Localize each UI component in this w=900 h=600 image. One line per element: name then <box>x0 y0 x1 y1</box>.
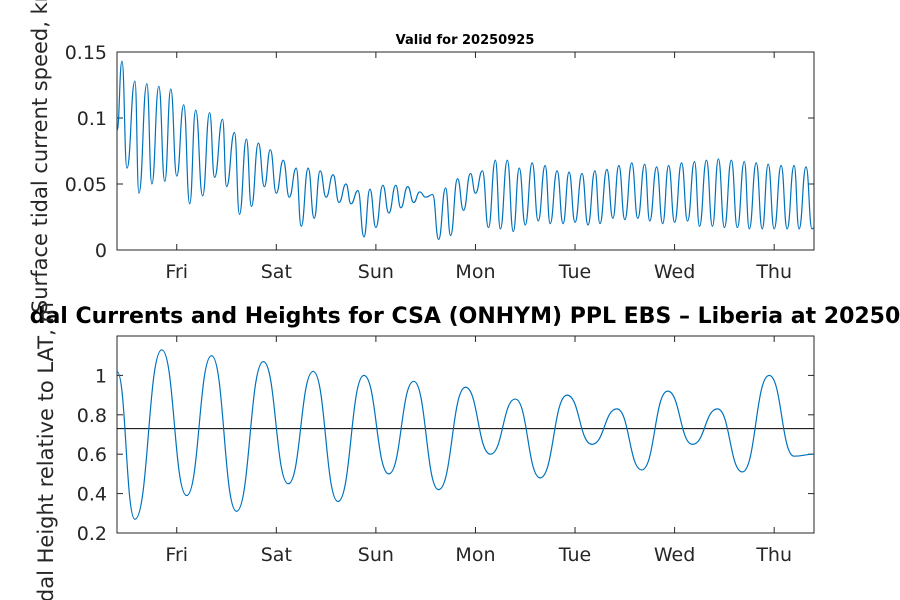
x-ticks-height: Fri Sat Sun Mon Tue Wed Thu <box>165 336 792 566</box>
y-axis-label-height: idal Height relative to LAT, m <box>34 302 58 600</box>
x-tick-label: Sun <box>358 261 394 283</box>
x-ticks-current: Fri Sat Sun Mon Tue Wed Thu <box>165 52 792 283</box>
y-ticks-height: 0.2 0.4 0.6 0.8 1 <box>77 365 814 545</box>
y-tick-label: 0.2 <box>77 523 107 545</box>
x-tick-label: Thu <box>755 544 792 566</box>
y-tick-label: 0.1 <box>77 108 107 130</box>
x-tick-label: Sat <box>261 544 292 566</box>
x-tick-label: Fri <box>165 544 188 566</box>
y-tick-label: 0.4 <box>77 484 107 506</box>
x-tick-label: Tue <box>558 261 591 283</box>
x-tick-label: Sun <box>358 544 394 566</box>
panel-tidal-height: dal Currents and Heights for CSA (ONHYM)… <box>30 302 900 600</box>
x-tick-label: Wed <box>654 544 695 566</box>
tidal-height-line <box>116 349 815 520</box>
x-tick-label: Thu <box>755 261 792 283</box>
current-speed-line <box>116 60 815 241</box>
chart-title-current: Valid for 20250925 <box>396 33 535 48</box>
panel-current-speed: Valid for 20250925 Surface tidal current… <box>28 0 815 313</box>
plot-area-height <box>116 335 815 534</box>
chart-title-height: dal Currents and Heights for CSA (ONHYM)… <box>30 304 900 329</box>
x-tick-label: Tue <box>558 544 591 566</box>
y-axis-label-current: Surface tidal current speed, kn <box>28 0 52 313</box>
y-tick-label: 1 <box>95 365 107 387</box>
y-tick-label: 0.8 <box>77 405 107 427</box>
x-tick-label: Mon <box>455 261 495 283</box>
y-tick-label: 0 <box>95 240 107 262</box>
x-tick-label: Mon <box>455 544 495 566</box>
y-tick-label: 0.05 <box>65 174 107 196</box>
y-ticks-current: 0 0.05 0.1 0.15 <box>65 42 814 262</box>
y-tick-label: 0.6 <box>77 444 107 466</box>
y-tick-label: 0.15 <box>65 42 107 64</box>
x-tick-label: Wed <box>654 261 695 283</box>
x-tick-label: Sat <box>261 261 292 283</box>
plot-area-current <box>116 51 815 251</box>
x-tick-label: Fri <box>165 261 188 283</box>
